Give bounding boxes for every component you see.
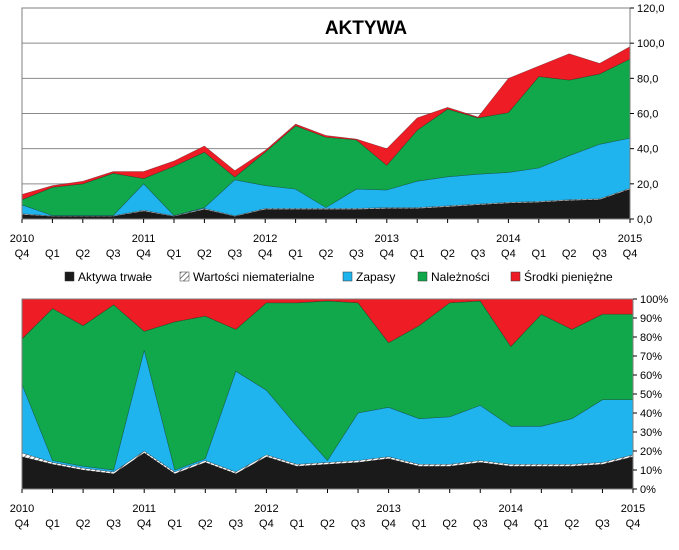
x-tick-year: 2013 (376, 503, 400, 515)
x-tick-quarter: Q2 (75, 248, 90, 260)
x-tick-quarter: Q3 (595, 518, 610, 530)
y-tick-label: 90% (640, 313, 662, 325)
legend-swatch (417, 271, 428, 282)
legend-item-srodki_pieniezne: Środki pieniężne (510, 269, 613, 284)
x-tick-year: 2010 (10, 503, 34, 515)
legend-item-wartosci_niematerialne: Wartości niematerialne (179, 270, 315, 284)
y-tick-label: 60% (640, 370, 662, 382)
legend-swatch (64, 271, 75, 282)
y-tick-label: 50% (640, 389, 662, 401)
y-tick-label: 20,0 (637, 179, 658, 191)
x-tick-quarter: Q4 (501, 248, 516, 260)
x-tick-year: 2014 (496, 233, 520, 245)
legend-label: Wartości niematerialne (193, 270, 315, 284)
x-tick-quarter: Q4 (626, 518, 641, 530)
y-tick-label: 80,0 (637, 73, 658, 85)
x-tick-quarter: Q3 (106, 518, 121, 530)
y-tick-label: 80% (640, 332, 662, 344)
x-tick-year: 2012 (253, 233, 277, 245)
x-tick-quarter: Q1 (534, 518, 549, 530)
x-tick-quarter: Q3 (229, 518, 244, 530)
x-tick-year: 2011 (132, 503, 156, 515)
y-tick-label: 100% (640, 294, 668, 306)
x-tick-quarter: Q4 (15, 248, 30, 260)
x-tick-quarter: Q1 (45, 248, 60, 260)
x-tick-quarter: Q2 (319, 248, 334, 260)
x-tick-quarter: Q4 (379, 248, 394, 260)
legend-swatch (342, 271, 353, 282)
y-tick-label: 60,0 (637, 109, 658, 121)
x-tick-year: 2010 (10, 233, 34, 245)
x-tick-year: 2013 (375, 233, 399, 245)
x-tick-quarter: Q3 (351, 518, 366, 530)
legend-swatch (179, 271, 190, 282)
x-tick-quarter: Q1 (45, 518, 60, 530)
y-tick-label: 0% (640, 484, 656, 496)
x-tick-quarter: Q1 (167, 518, 182, 530)
x-tick-year: 2012 (254, 503, 278, 515)
y-tick-label: 70% (640, 351, 662, 363)
x-tick-quarter: Q1 (167, 248, 182, 260)
x-tick-quarter: Q1 (410, 248, 425, 260)
x-tick-quarter: Q3 (106, 248, 121, 260)
y-tick-label: 20% (640, 446, 662, 458)
x-tick-quarter: Q1 (531, 248, 546, 260)
x-tick-quarter: Q2 (320, 518, 335, 530)
x-tick-quarter: Q3 (473, 518, 488, 530)
y-tick-label: 10% (640, 465, 662, 477)
legend-item-aktywa_trwale: Aktywa trwałe (64, 270, 152, 284)
x-tick-quarter: Q2 (562, 248, 577, 260)
bottom-chart: 0% 10% 20% 30% 40% 50% 60% 70% 80% 90% 100% 2010 Q4 Q… (10, 294, 669, 530)
x-tick-quarter: Q4 (623, 248, 638, 260)
x-tick-quarter: Q4 (503, 518, 518, 530)
x-tick-quarter: Q2 (198, 518, 213, 530)
legend-label: Środki pieniężne (524, 269, 613, 284)
x-tick-quarter: Q2 (442, 518, 457, 530)
y-tick-label: 40,0 (637, 144, 658, 156)
chart-title: AKTYWA (325, 18, 408, 39)
x-tick-quarter: Q3 (471, 248, 486, 260)
legend-label: Aktywa trwałe (78, 270, 152, 284)
y-tick-label: 40% (640, 408, 662, 420)
legend-swatch (510, 271, 521, 282)
legend: Aktywa trwałe Wartości niematerialne Zapas… (64, 269, 613, 284)
x-tick-quarter: Q1 (412, 518, 427, 530)
x-tick-quarter: Q4 (381, 518, 396, 530)
x-tick-quarter: Q4 (137, 518, 152, 530)
x-tick-year: 2014 (499, 503, 523, 515)
x-tick-quarter: Q3 (227, 248, 242, 260)
x-tick-quarter: Q2 (197, 248, 212, 260)
x-tick-year: 2011 (132, 233, 156, 245)
x-tick-quarter: Q4 (259, 518, 274, 530)
x-tick-quarter: Q4 (258, 248, 273, 260)
x-tick-quarter: Q1 (288, 248, 303, 260)
y-tick-label: 100,0 (637, 38, 665, 50)
x-tick-quarter: Q3 (592, 248, 607, 260)
x-tick-quarter: Q4 (15, 518, 30, 530)
x-tick-year: 2015 (618, 233, 642, 245)
legend-label: Należności (431, 270, 490, 284)
y-tick-label: 120,0 (637, 3, 665, 15)
legend-item-zapasy: Zapasy (342, 270, 395, 284)
legend-label: Zapasy (356, 270, 395, 284)
x-tick-quarter: Q3 (349, 248, 364, 260)
y-tick-label: 0,0 (637, 214, 652, 226)
x-tick-quarter: Q1 (290, 518, 305, 530)
x-tick-quarter: Q4 (136, 248, 151, 260)
legend-item-naleznosci: Należności (417, 270, 490, 284)
x-tick-quarter: Q2 (76, 518, 91, 530)
x-tick-quarter: Q2 (565, 518, 580, 530)
top-chart: 0,0 20,0 40,0 60,0 80,0 100,0 120,0 2010 Q4 Q1 Q2 Q… (10, 3, 665, 260)
y-tick-label: 30% (640, 427, 662, 439)
x-tick-quarter: Q2 (440, 248, 455, 260)
x-tick-year: 2015 (621, 503, 645, 515)
